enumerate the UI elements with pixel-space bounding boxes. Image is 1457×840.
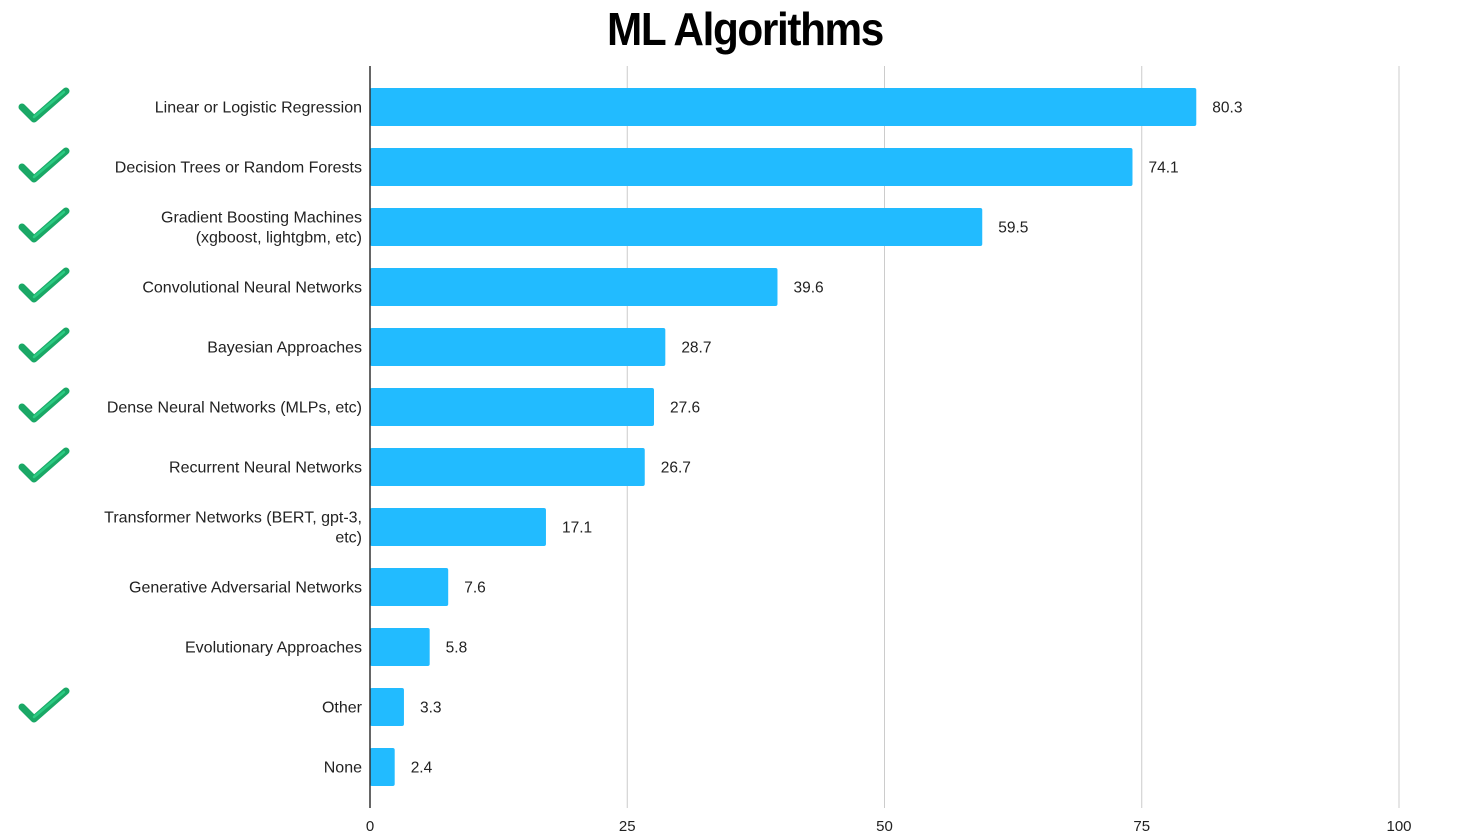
x-tick-label: 0 bbox=[366, 818, 374, 835]
value-label: 7.6 bbox=[464, 580, 486, 597]
x-tick-label: 100 bbox=[1386, 818, 1411, 835]
category-label: Linear or Logistic Regression bbox=[155, 100, 362, 117]
category-label: Dense Neural Networks (MLPs, etc) bbox=[107, 400, 362, 417]
bar bbox=[370, 508, 546, 546]
category-label: etc) bbox=[335, 530, 362, 547]
check-icon bbox=[18, 207, 70, 243]
bar bbox=[370, 748, 395, 786]
check-icon bbox=[18, 87, 70, 123]
category-label: Evolutionary Approaches bbox=[185, 640, 362, 657]
bar bbox=[370, 208, 983, 246]
bar bbox=[370, 448, 645, 486]
value-label: 2.4 bbox=[411, 760, 433, 777]
category-label: None bbox=[324, 760, 362, 777]
check-icon bbox=[18, 447, 70, 483]
check-mark-highlight bbox=[32, 270, 66, 299]
check-mark-highlight bbox=[32, 450, 66, 479]
x-tick-label: 50 bbox=[876, 818, 893, 835]
value-label: 17.1 bbox=[562, 520, 592, 537]
category-label: Decision Trees or Random Forests bbox=[115, 160, 362, 177]
check-mark-highlight bbox=[32, 390, 66, 419]
category-label: Other bbox=[322, 700, 363, 717]
category-label: (xgboost, lightgbm, etc) bbox=[196, 230, 362, 247]
bar bbox=[370, 88, 1197, 126]
value-label: 27.6 bbox=[670, 400, 700, 417]
value-label: 3.3 bbox=[420, 700, 442, 717]
value-label: 74.1 bbox=[1148, 160, 1178, 177]
bar bbox=[370, 148, 1133, 186]
value-label: 59.5 bbox=[998, 220, 1028, 237]
category-label: Recurrent Neural Networks bbox=[169, 460, 362, 477]
bar bbox=[370, 568, 449, 606]
category-label: Generative Adversarial Networks bbox=[129, 580, 362, 597]
category-label: Transformer Networks (BERT, gpt-3, bbox=[104, 510, 362, 527]
check-mark-highlight bbox=[32, 150, 66, 179]
check-mark-highlight bbox=[32, 330, 66, 359]
value-label: 39.6 bbox=[793, 280, 823, 297]
category-label: Bayesian Approaches bbox=[207, 340, 362, 357]
value-label: 5.8 bbox=[446, 640, 468, 657]
check-mark-highlight bbox=[32, 690, 66, 719]
check-icon bbox=[18, 327, 70, 363]
bar bbox=[370, 328, 666, 366]
category-label: Convolutional Neural Networks bbox=[142, 280, 362, 297]
category-label: Gradient Boosting Machines bbox=[161, 210, 362, 227]
chart-title: ML Algorithms bbox=[607, 3, 884, 55]
check-icon bbox=[18, 387, 70, 423]
value-label: 28.7 bbox=[681, 340, 711, 357]
check-icon bbox=[18, 147, 70, 183]
bar bbox=[370, 268, 778, 306]
check-icon bbox=[18, 687, 70, 723]
bar bbox=[370, 688, 404, 726]
x-tick-label: 25 bbox=[619, 818, 636, 835]
value-label: 80.3 bbox=[1212, 100, 1242, 117]
bar bbox=[370, 628, 430, 666]
check-mark-highlight bbox=[32, 210, 66, 239]
check-mark-highlight bbox=[32, 90, 66, 119]
value-label: 26.7 bbox=[661, 460, 691, 477]
bar bbox=[370, 388, 655, 426]
check-icon bbox=[18, 267, 70, 303]
x-tick-label: 75 bbox=[1133, 818, 1150, 835]
